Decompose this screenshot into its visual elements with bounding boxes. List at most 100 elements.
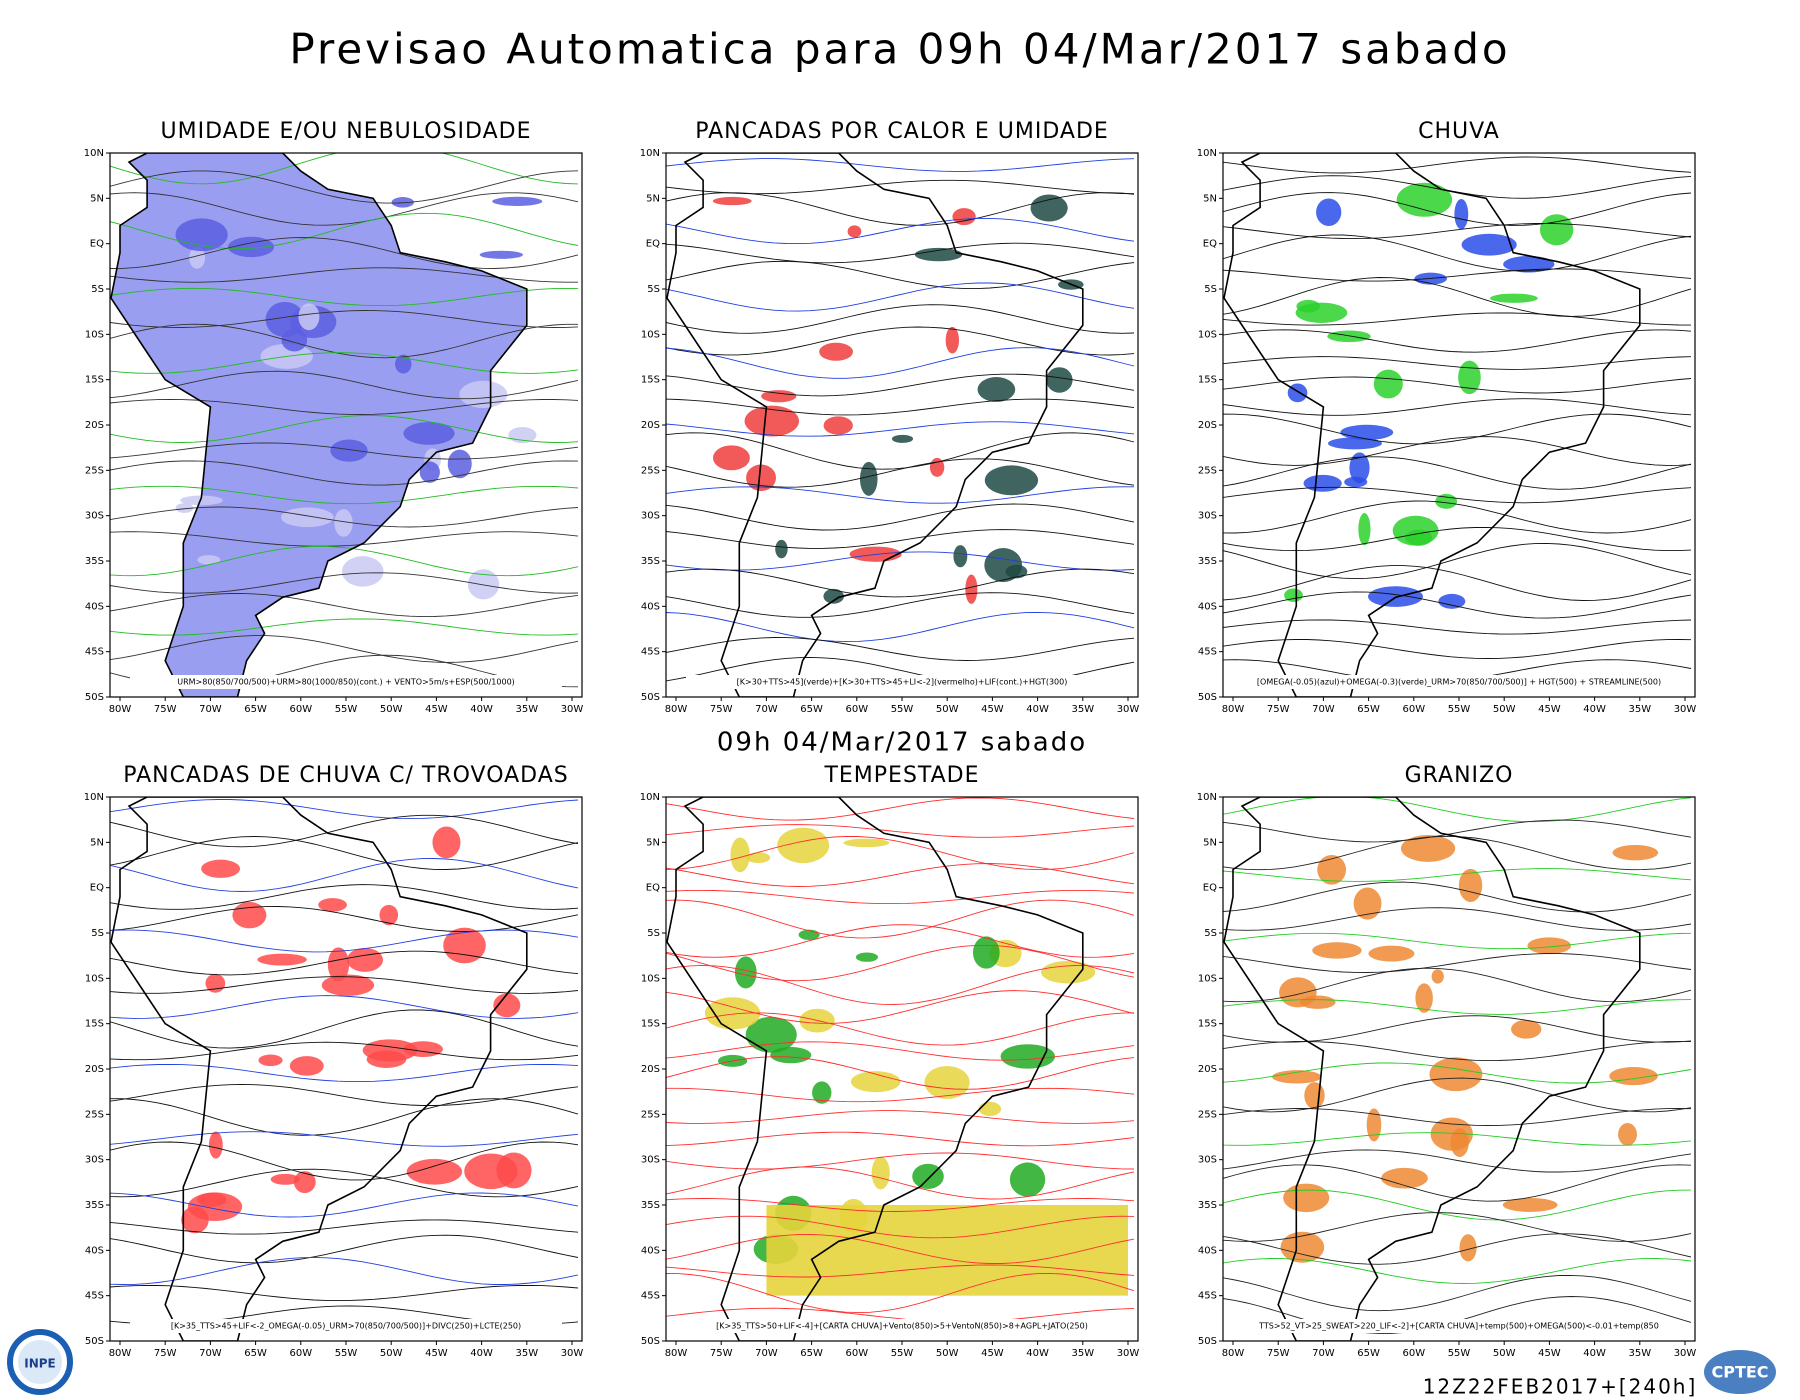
lon-label: 80W [1222, 1348, 1245, 1359]
shaded-area [1009, 1162, 1046, 1197]
shaded-area [730, 837, 750, 873]
streamline [110, 352, 579, 374]
shaded-area [1272, 1070, 1322, 1084]
lat-label: 5S [647, 284, 660, 295]
streamline [666, 835, 1135, 871]
inpe-logo: INPE [7, 1329, 73, 1395]
legend-box [686, 675, 1118, 689]
shaded-area [1349, 452, 1370, 484]
streamline [1223, 456, 1692, 490]
shaded-area [281, 507, 334, 528]
lon-label: 50W [936, 704, 959, 715]
lat-label: 35S [641, 1200, 660, 1211]
lat-label: 15S [85, 375, 104, 386]
lon-label: 35W [1628, 1348, 1651, 1359]
lat-label: 45S [641, 1291, 660, 1302]
streamline [110, 460, 579, 486]
shaded-area [1503, 255, 1555, 273]
shaded-area [1612, 844, 1659, 861]
lat-label: 30S [641, 511, 660, 522]
lon-label: 75W [1267, 704, 1290, 715]
lon-label: 40W [470, 704, 493, 715]
lat-label: 5S [1204, 284, 1217, 295]
lon-label: 40W [470, 1348, 493, 1359]
streamline [110, 929, 579, 953]
lat-label: 30S [85, 1155, 104, 1166]
lat-label: 10N [1197, 148, 1217, 159]
streamline [110, 1168, 579, 1198]
streamline [666, 1110, 1135, 1124]
shaded-area [1353, 887, 1382, 920]
lat-label: 50S [1198, 692, 1217, 703]
shaded-area [1511, 1019, 1542, 1039]
valid-time: 09h 04/Mar/2017 sabado [717, 728, 1087, 758]
shaded-area [713, 445, 750, 471]
lat-label: 15S [85, 1019, 104, 1030]
streamline [666, 1012, 1135, 1046]
streamline [110, 592, 579, 618]
legend-box [130, 1319, 562, 1333]
shaded-area [1400, 834, 1456, 862]
shaded-area [366, 1050, 407, 1068]
lon-label: 35W [1628, 704, 1651, 715]
streamline [666, 1272, 1135, 1314]
shaded-area [1344, 476, 1368, 488]
streamline [110, 1284, 579, 1302]
lat-label: 5S [647, 928, 660, 939]
lat-label: 10S [641, 973, 660, 984]
streamline [110, 310, 579, 328]
shaded-area [406, 1158, 463, 1185]
shaded-area [1539, 214, 1574, 246]
streamline [1223, 1077, 1692, 1113]
lon-label: 55W [335, 1348, 358, 1359]
streamline [1223, 156, 1692, 174]
shaded-area [1458, 868, 1483, 903]
coastline [1223, 153, 1641, 697]
lon-label: 60W [289, 1348, 312, 1359]
shaded-area [419, 461, 440, 483]
lon-label: 40W [1026, 704, 1049, 715]
lon-label: 75W [154, 704, 177, 715]
shaded-area [1030, 194, 1068, 222]
streamline [1223, 1274, 1692, 1312]
streamline [1223, 1132, 1692, 1146]
lon-label: 65W [800, 704, 823, 715]
lat-label: 5N [1203, 837, 1217, 848]
shaded-area [257, 953, 307, 966]
streamline [110, 1192, 579, 1218]
streamline [1223, 565, 1692, 601]
shaded-area [1316, 198, 1342, 227]
panel-footer: TTS>52_VT>25_SWEAT>220_LIF<-2]+[CARTA CH… [1258, 1322, 1659, 1331]
lon-label: 75W [1267, 1348, 1290, 1359]
lat-label: 40S [641, 1245, 660, 1256]
streamline [110, 415, 579, 443]
lon-label: 65W [244, 1348, 267, 1359]
shaded-area [1373, 369, 1403, 399]
shaded-area [321, 974, 375, 996]
lat-label: 5N [1203, 193, 1217, 204]
shaded-area [327, 947, 350, 982]
run-label: 12Z22FEB2017+[240h] [1423, 1375, 1698, 1399]
lon-label: 50W [380, 1348, 403, 1359]
streamline [110, 950, 579, 976]
lat-label: 5S [91, 928, 104, 939]
streamline [1223, 268, 1692, 282]
lat-label: 15S [641, 1019, 660, 1030]
lon-label: 75W [710, 1348, 733, 1359]
lon-label: 60W [1402, 704, 1425, 715]
lat-label: 25S [85, 1109, 104, 1120]
streamline [666, 1087, 1135, 1103]
streamline [666, 158, 1135, 172]
lat-label: 35S [1198, 1200, 1217, 1211]
streamline [666, 863, 1135, 887]
shaded-area [1283, 1183, 1330, 1213]
lon-label: 30W [1117, 704, 1140, 715]
lat-label: EQ [1203, 883, 1217, 894]
streamline [110, 1041, 579, 1061]
lon-label: 80W [1222, 704, 1245, 715]
streamline [666, 529, 1135, 549]
lon-label: 70W [199, 704, 222, 715]
lat-label: 40S [641, 601, 660, 612]
lat-label: 30S [1198, 1155, 1217, 1166]
lat-label: 10S [1198, 329, 1217, 340]
